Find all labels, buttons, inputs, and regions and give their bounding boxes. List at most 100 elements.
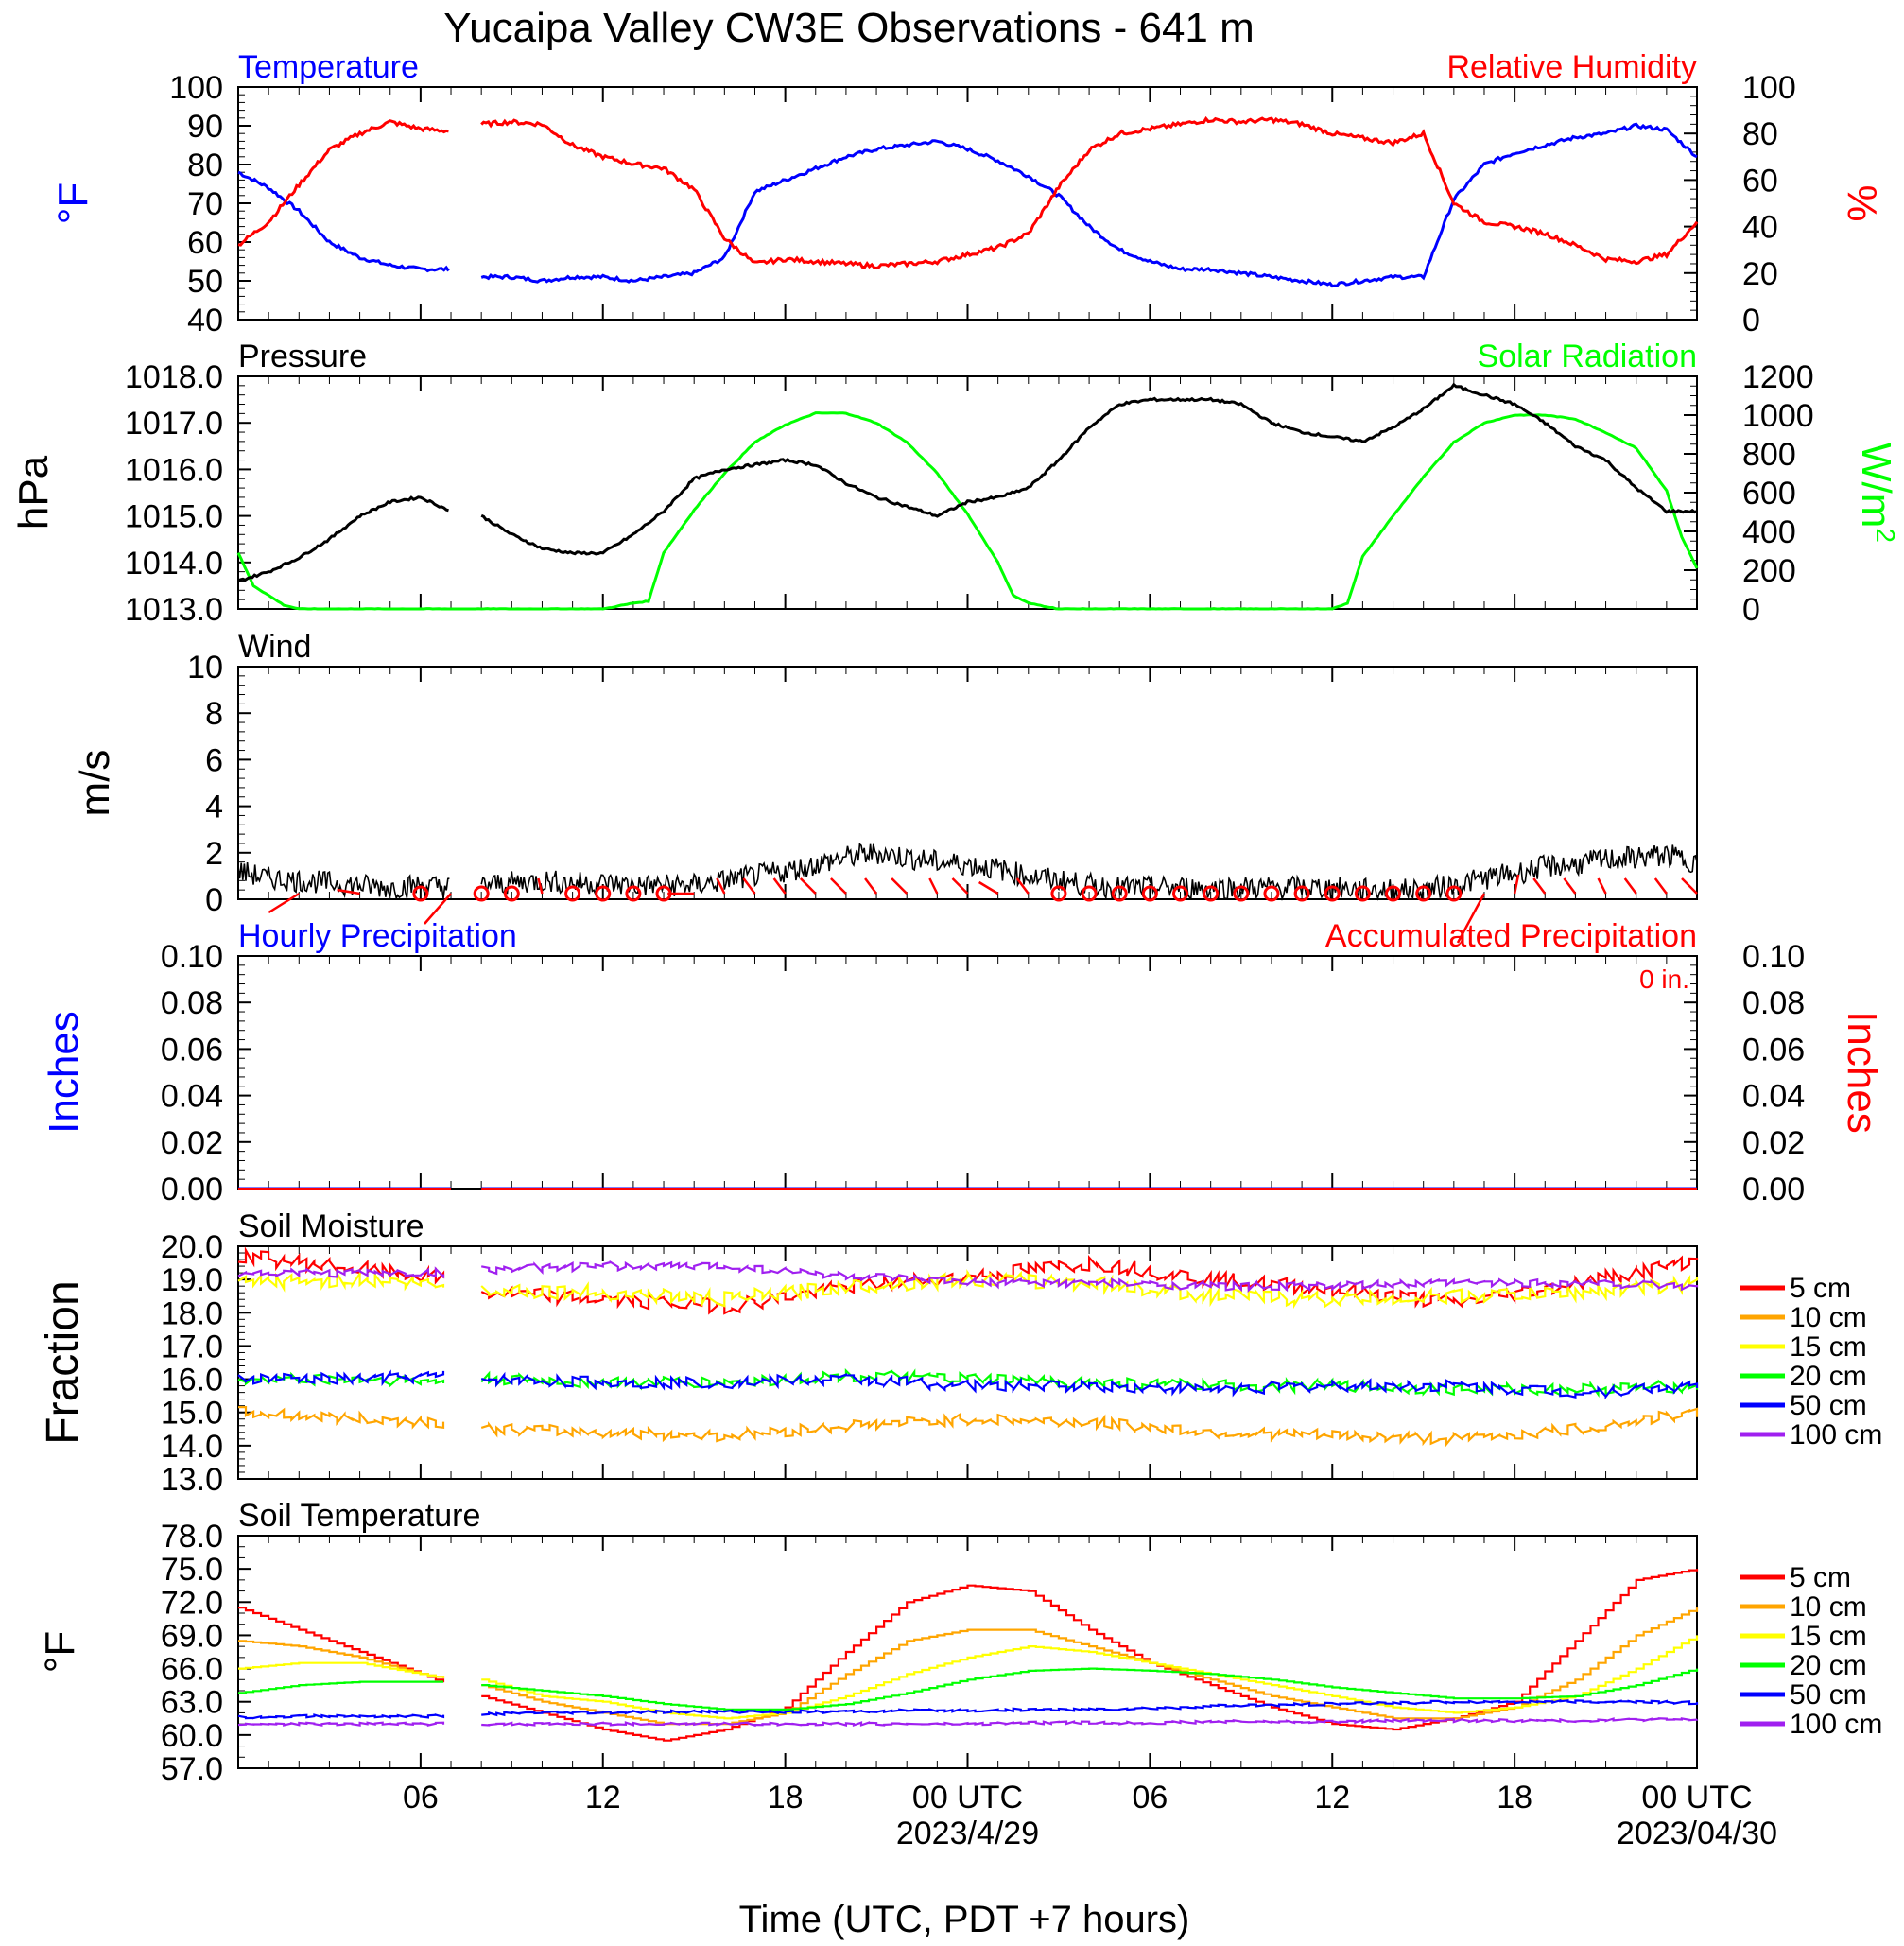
wind-calm-marker	[1233, 885, 1250, 902]
solar-axis-tick-label: 200	[1742, 553, 1796, 589]
wind-calm-marker	[1203, 885, 1220, 902]
solar-axis-tick-label: 1000	[1742, 398, 1814, 434]
soil-moisture-axis-tick-label: 19.0	[161, 1262, 223, 1298]
pressure-axis-label: hPa	[10, 455, 57, 530]
series-soil-moisture-100cm	[237, 1260, 1699, 1294]
wind-calm-marker	[625, 885, 642, 902]
panel-title-humidity: Relative Humidity	[1446, 49, 1697, 85]
panel-title-accum-precip: Accumulated Precipitation	[1325, 918, 1697, 954]
wind-barb	[716, 877, 726, 895]
series-soil-temp-15cm	[238, 1635, 1699, 1720]
hourly-precip-axis-tick-label: 0.00	[161, 1172, 223, 1208]
rh-axis-tick-label: 80	[1742, 116, 1778, 152]
temp-axis-tick-label: 90	[187, 109, 223, 145]
pressure-axis-tick-label: 1015.0	[125, 499, 223, 535]
wind-calm-marker	[1111, 885, 1128, 902]
hourly-precip-axis-tick-label: 0.02	[161, 1125, 223, 1161]
panel-title-wind: Wind	[238, 629, 311, 665]
solar-unit-exponent: 2	[1872, 528, 1901, 543]
series-soil-temp-20cm	[238, 1667, 1699, 1711]
wind-calm-marker	[564, 885, 581, 902]
wind-barb	[1015, 877, 1030, 895]
accum-precip-axis-tick-label: 0.04	[1742, 1079, 1805, 1115]
legend-label: 5 cm	[1790, 1273, 1851, 1304]
series-soil-moisture-50cm	[237, 1369, 1699, 1400]
series-solar-radiation	[236, 411, 1699, 611]
soil-moisture-axis-tick-label: 15.0	[161, 1396, 223, 1432]
hourly-precip-axis-tick-label: 0.10	[161, 939, 223, 975]
hourly-precip-axis-tick-label: 0.04	[161, 1079, 223, 1115]
wind-axis-label: m/s	[72, 750, 118, 817]
wind-barb	[424, 893, 452, 925]
pressure-axis-tick-label: 1014.0	[125, 546, 223, 582]
wind-barb	[1563, 877, 1577, 895]
x-tick-label: 18	[768, 1780, 804, 1816]
accum-precip-axis-label: Inches	[1839, 1011, 1885, 1134]
rh-axis-tick-label: 20	[1742, 256, 1778, 292]
wind-axis-tick-label: 10	[187, 650, 223, 686]
wind-barb	[1597, 877, 1607, 895]
wind-barb	[1532, 877, 1547, 895]
wind-calm-marker	[1141, 885, 1158, 902]
solar-unit: W/m	[1853, 443, 1899, 528]
wind-calm-marker	[1293, 885, 1310, 902]
accum-precip-total: 0 in.	[1639, 964, 1689, 994]
rh-axis-tick-label: 0	[1742, 303, 1760, 339]
wind-calm-marker	[1354, 885, 1371, 902]
legend-label: 15 cm	[1790, 1331, 1867, 1363]
wind-calm-marker	[1172, 885, 1189, 902]
wind-calm-marker	[503, 885, 520, 902]
legend-label: 10 cm	[1790, 1591, 1867, 1623]
temp-axis-tick-label: 60	[187, 225, 223, 261]
soil-temp-axis-label: °F	[37, 1631, 83, 1673]
wind-axis-tick-label: 2	[205, 836, 223, 872]
legend-label: 100 cm	[1790, 1709, 1882, 1740]
wind-calm-marker	[1324, 885, 1341, 902]
wind-barb	[891, 877, 909, 895]
wind-barb	[1653, 877, 1668, 895]
wind-axis-tick-label: 4	[205, 790, 223, 825]
x-date-label: 2023/04/30	[1617, 1816, 1777, 1851]
accum-precip-axis-tick-label: 0.10	[1742, 939, 1805, 975]
panel-pressure-solar: 1013.0 1014.0 1015.0 1016.0 1017.0 1018.0 0200…	[10, 339, 1901, 628]
panel-soil-temperature: 57.060.063.066.069.072.075.078.0 Soil Tem…	[37, 1498, 1882, 1787]
soil-temp-axis-tick-label: 72.0	[161, 1585, 223, 1621]
legend-label: 15 cm	[1790, 1621, 1867, 1652]
x-tick-label: 12	[585, 1780, 621, 1816]
pressure-axis-tick-label: 1013.0	[125, 592, 223, 628]
rh-axis-tick-label: 40	[1742, 210, 1778, 246]
figure-title: Yucaipa Valley CW3E Observations - 641 m	[443, 5, 1255, 51]
solar-axis-tick-label: 600	[1742, 476, 1796, 512]
soil-temp-axis-tick-label: 69.0	[161, 1618, 223, 1654]
soil-moisture-axis-tick-label: 18.0	[161, 1295, 223, 1331]
rh-axis-tick-label: 60	[1742, 163, 1778, 199]
soil-moisture-axis-tick-label: 13.0	[161, 1462, 223, 1498]
temp-axis-tick-label: 50	[187, 264, 223, 300]
temp-axis-tick-label: 70	[187, 186, 223, 222]
series-soil-temp-50cm	[237, 1698, 1699, 1720]
solar-axis-label: W/m2	[1853, 443, 1901, 543]
panel-title-pressure: Pressure	[238, 339, 367, 374]
hourly-precip-axis-tick-label: 0.06	[161, 1032, 223, 1068]
panel-title-solar: Solar Radiation	[1478, 339, 1697, 374]
solar-axis-tick-label: 0	[1742, 592, 1760, 628]
solar-axis-tick-label: 400	[1742, 514, 1796, 550]
accum-precip-axis-tick-label: 0.00	[1742, 1172, 1805, 1208]
soil-moisture-axis-tick-label: 17.0	[161, 1329, 223, 1364]
soil-temp-axis-tick-label: 57.0	[161, 1751, 223, 1787]
series-relative-humidity	[237, 115, 1699, 270]
soil-moisture-axis-label: Fraction	[38, 1280, 88, 1444]
x-tick-label: 06	[403, 1780, 439, 1816]
wind-barb	[772, 877, 787, 895]
soil-temp-axis-tick-label: 63.0	[161, 1685, 223, 1721]
panel-title-soil-temperature: Soil Temperature	[238, 1498, 480, 1534]
x-tick-label: 06	[1132, 1780, 1168, 1816]
soil-temp-axis-tick-label: 75.0	[161, 1552, 223, 1588]
legend-label: 50 cm	[1790, 1679, 1867, 1711]
panel-precipitation: 0.00 0.02 0.04 0.06 0.08 0.10 0.00 0.02 0.04 0.06…	[41, 918, 1885, 1208]
series-soil-moisture-10cm	[237, 1405, 1699, 1448]
temp-axis-tick-label: 100	[169, 70, 223, 106]
